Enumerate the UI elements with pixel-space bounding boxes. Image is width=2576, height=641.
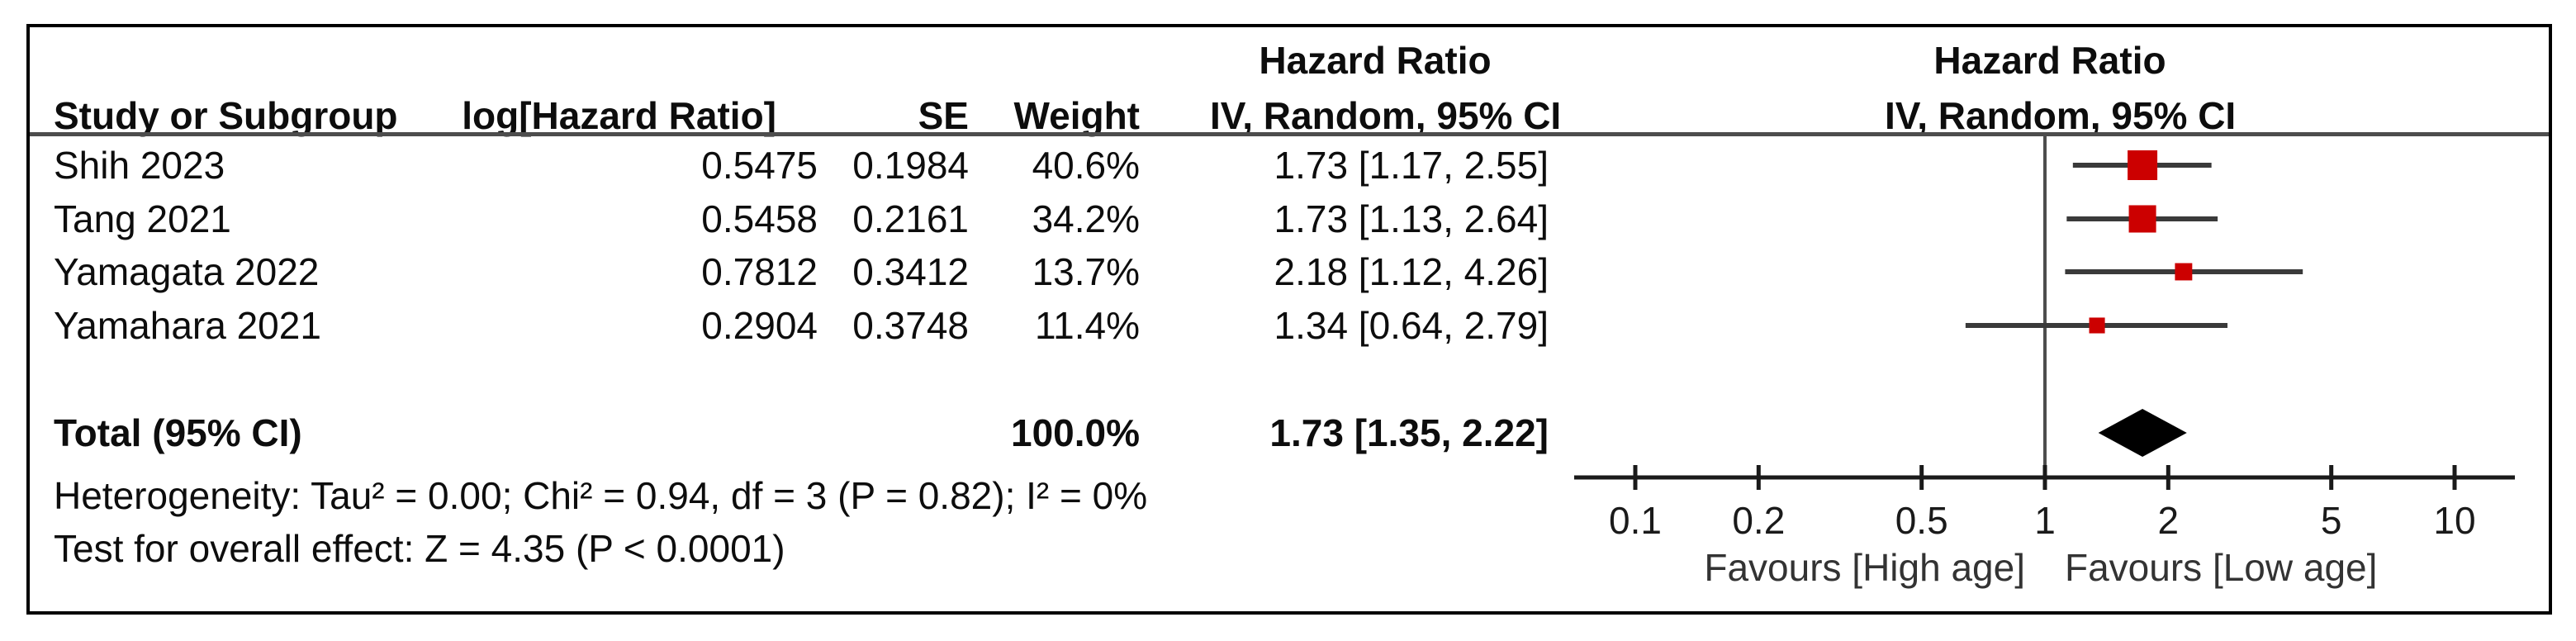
heterogeneity-note: Heterogeneity: Tau² = 0.00; Chi² = 0.94,… <box>54 474 1148 517</box>
study-name: Yamagata 2022 <box>54 250 320 293</box>
total-hr-ci: 1.73 [1.35, 2.22] <box>1269 411 1549 454</box>
study-log-hr: 0.5475 <box>701 144 818 187</box>
study-se: 0.2161 <box>852 197 969 240</box>
header-hazard-ratio-plot-col: Hazard Ratio <box>1933 39 2166 82</box>
header-iv-random-ci-text-col: IV, Random, 95% CI <box>1210 94 1562 137</box>
study-name: Tang 2021 <box>54 197 231 240</box>
study-name: Shih 2023 <box>54 144 225 187</box>
study-hr-ci: 2.18 [1.12, 4.26] <box>1274 250 1549 293</box>
study-weight: 11.4% <box>1034 304 1140 347</box>
study-weight: 40.6% <box>1032 144 1140 187</box>
header-iv-random-ci-plot-col: IV, Random, 95% CI <box>1885 94 2237 137</box>
study-log-hr: 0.5458 <box>701 197 818 240</box>
total-label: Total (95% CI) <box>54 411 302 454</box>
overall-effect-note: Test for overall effect: Z = 4.35 (P < 0… <box>54 527 785 570</box>
header-rule <box>30 132 2549 136</box>
study-weight: 34.2% <box>1032 197 1140 240</box>
figure-border <box>26 24 2552 615</box>
header-se: SE <box>918 94 969 137</box>
header-hazard-ratio-text-col: Hazard Ratio <box>1259 39 1492 82</box>
study-name: Yamahara 2021 <box>54 304 321 347</box>
study-weight: 13.7% <box>1032 250 1140 293</box>
study-se: 0.3748 <box>852 304 969 347</box>
study-se: 0.3412 <box>852 250 969 293</box>
study-log-hr: 0.2904 <box>701 304 818 347</box>
header-log-hazard-ratio: log[Hazard Ratio] <box>462 94 776 137</box>
study-hr-ci: 1.73 [1.17, 2.55] <box>1274 144 1549 187</box>
study-se: 0.1984 <box>852 144 969 187</box>
header-study-or-subgroup: Study or Subgroup <box>54 94 398 137</box>
header-weight: Weight <box>1013 94 1140 137</box>
study-hr-ci: 1.73 [1.13, 2.64] <box>1274 197 1549 240</box>
total-weight: 100.0% <box>1010 411 1140 454</box>
study-hr-ci: 1.34 [0.64, 2.79] <box>1274 304 1549 347</box>
study-log-hr: 0.7812 <box>701 250 818 293</box>
